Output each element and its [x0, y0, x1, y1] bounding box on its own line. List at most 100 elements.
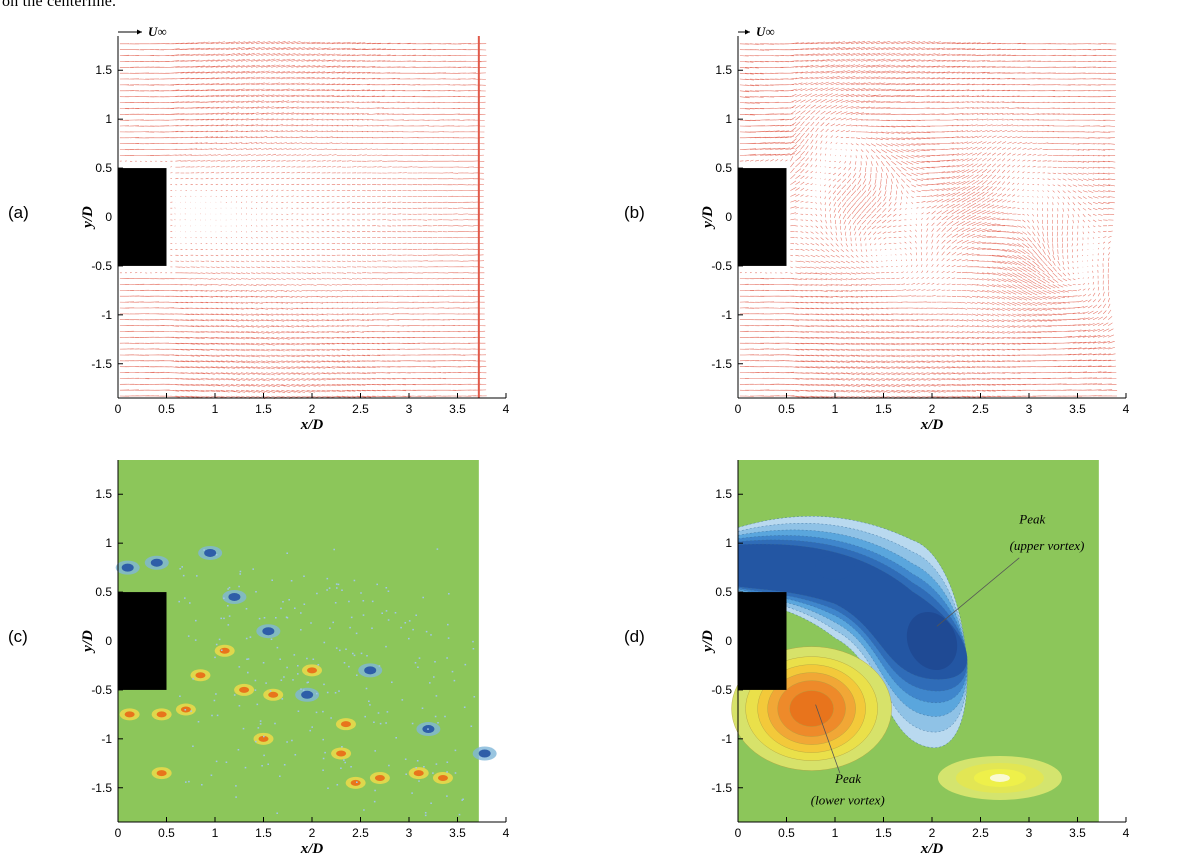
negative-vortex-core	[364, 666, 377, 675]
y-tick-label: 0	[105, 634, 112, 648]
upper-peak-leader	[936, 557, 1020, 627]
velocity-vectors	[119, 41, 487, 400]
y-tick-label: 1.5	[715, 487, 732, 501]
x-tick-label: 1	[832, 826, 839, 840]
x-tick-label: 0.5	[778, 826, 795, 840]
upper-peak-label: Peak	[1018, 512, 1045, 527]
square-cylinder-body	[118, 168, 167, 266]
y-tick-label: 1	[105, 112, 112, 126]
axes: 0 0.5 1 1.5 2 2.5 3 3.5 4 1.5 1 0.5 0 -0.5 -1 -1.5 x/D y/…	[80, 36, 510, 433]
panel-d-vorticity-plot: Peak (upper vortex) Peak (lower vortex) 0 0.5…	[700, 460, 1130, 857]
x-tick-label: 4	[503, 826, 510, 840]
panel-label-c: (c)	[8, 627, 28, 646]
lower-peak-label: Peak	[834, 771, 861, 786]
y-tick-label: 0	[725, 634, 732, 648]
x-tick-label: 3	[1026, 826, 1033, 840]
y-tick-label: -0.5	[711, 683, 732, 697]
negative-vortex-core	[262, 627, 275, 636]
x-tick-label: 2	[929, 402, 936, 416]
x-tick-label: 4	[1123, 826, 1130, 840]
x-axis-label: x/D	[300, 841, 324, 857]
x-tick-label: 2	[929, 826, 936, 840]
axes: 0 0.5 1 1.5 2 2.5 3 3.5 4 1.5 1 0.5 0 -0.5 -1 -1.5 x/D y/…	[700, 36, 1130, 433]
y-axis-label: y/D	[700, 206, 716, 230]
x-axis-label: x/D	[920, 841, 944, 857]
y-tick-label: 0	[725, 210, 732, 224]
positive-vortex-core	[156, 711, 167, 718]
negative-vortex-core	[478, 749, 491, 758]
x-axis-label: x/D	[300, 417, 324, 433]
lower-peak-leader	[815, 704, 841, 774]
freestream-arrowhead	[137, 29, 142, 35]
negative-vortex-core	[301, 690, 314, 699]
x-tick-label: 1	[212, 826, 219, 840]
y-tick-label: -0.5	[711, 259, 732, 273]
y-tick-label: -1.5	[711, 357, 732, 371]
x-tick-label: 3	[406, 402, 413, 416]
axes: 0 0.5 1 1.5 2 2.5 3 3.5 4 1.5 1 0.5 0 -0.5 -1 -1.5 x/D y/…	[700, 460, 1130, 857]
panel-label-d: (d)	[624, 627, 645, 646]
y-tick-label: 1	[105, 536, 112, 550]
upper-peak-sublabel: (upper vortex)	[1010, 538, 1085, 553]
panel-label-b: (b)	[624, 203, 645, 222]
x-tick-label: 2.5	[352, 826, 369, 840]
x-tick-label: 3.5	[1069, 826, 1086, 840]
x-tick-label: 1.5	[255, 826, 272, 840]
square-cylinder-body	[738, 592, 787, 690]
contour-background	[118, 460, 479, 822]
x-tick-label: 3.5	[449, 402, 466, 416]
y-tick-label: -1	[721, 732, 732, 746]
y-tick-label: 1	[725, 536, 732, 550]
x-tick-label: 0.5	[158, 826, 175, 840]
negative-vortex-core	[228, 592, 241, 601]
x-tick-label: 2	[309, 402, 316, 416]
y-tick-label: -0.5	[91, 683, 112, 697]
negative-vortex-core	[150, 558, 163, 567]
x-axis-label: x/D	[920, 417, 944, 433]
panel-c-vorticity-plot: 0 0.5 1 1.5 2 2.5 3 3.5 4 1.5 1 0.5 0 -0.5 -1 -1.5 x/D y/…	[80, 460, 510, 857]
y-axis-label: y/D	[700, 630, 716, 654]
positive-vortex-core	[268, 691, 279, 698]
lower-peak-sublabel: (lower vortex)	[811, 792, 885, 807]
y-tick-label: -1.5	[711, 781, 732, 795]
x-tick-label: 3	[1026, 402, 1033, 416]
x-tick-label: 4	[1123, 402, 1130, 416]
positive-vortex-core	[124, 711, 135, 718]
y-tick-label: -1	[101, 732, 112, 746]
x-tick-label: 2.5	[972, 402, 989, 416]
x-tick-label: 0.5	[158, 402, 175, 416]
panel-label-a: (a)	[8, 203, 29, 222]
freestream-arrowhead	[745, 29, 750, 35]
y-tick-label: -1.5	[91, 357, 112, 371]
negative-vortex-core	[121, 563, 134, 572]
x-tick-label: 1.5	[875, 826, 892, 840]
x-tick-label: 2.5	[352, 402, 369, 416]
positive-vortex-core	[195, 672, 206, 679]
x-tick-label: 0	[115, 402, 122, 416]
square-cylinder-body	[118, 592, 167, 690]
x-tick-label: 0	[115, 826, 122, 840]
y-tick-label: -1	[101, 308, 112, 322]
positive-vortex-core	[336, 750, 347, 757]
y-tick-label: 1.5	[715, 63, 732, 77]
positive-vortex-core	[437, 774, 448, 781]
x-tick-label: 1	[212, 402, 219, 416]
y-tick-label: 0	[105, 210, 112, 224]
x-tick-label: 3.5	[1069, 402, 1086, 416]
y-tick-label: -0.5	[91, 259, 112, 273]
x-tick-label: 0.5	[778, 402, 795, 416]
x-tick-label: 1.5	[255, 402, 272, 416]
square-cylinder-body	[738, 168, 787, 266]
velocity-vectors	[739, 40, 1118, 399]
panel-b-vector-plot: U∞ 0 0.5 1 1.5 2 2.5 3 3.5 4 1.5 1 0.5 0 -0.5 -1 -1.5 x/D…	[700, 24, 1130, 433]
negative-vortex-core	[204, 548, 217, 557]
positive-vortex-core	[374, 774, 385, 781]
y-tick-label: 1.5	[95, 63, 112, 77]
positive-vorticity-level	[789, 690, 834, 727]
y-tick-label: 0.5	[95, 161, 112, 175]
x-tick-label: 1.5	[875, 402, 892, 416]
positive-vortex-core	[413, 770, 424, 777]
secondary-positive-level	[989, 773, 1010, 782]
positive-vortex-core	[307, 667, 317, 674]
y-tick-label: 1	[725, 112, 732, 126]
